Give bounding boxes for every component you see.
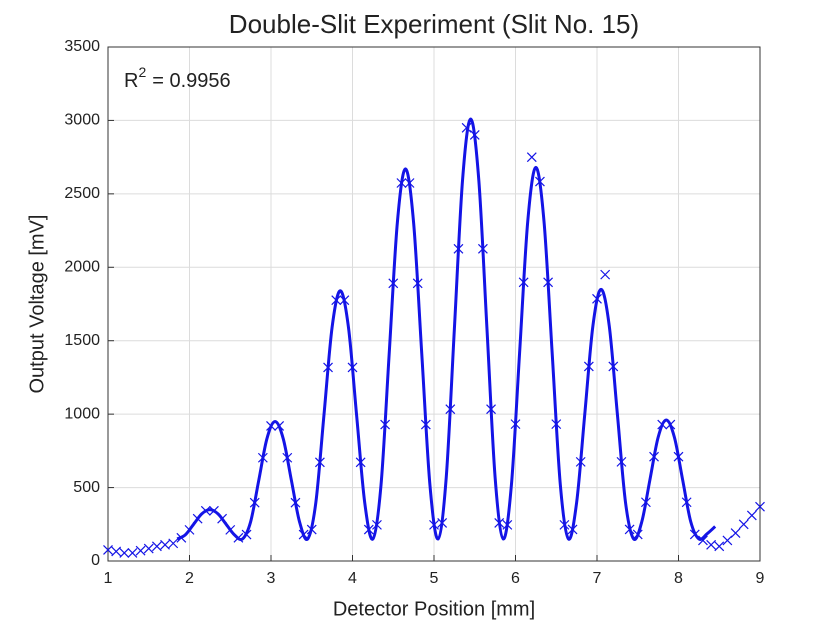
data-point xyxy=(738,519,749,530)
data-point xyxy=(526,152,537,163)
y-tick-label: 1500 xyxy=(64,332,100,349)
annotation: R2 = 0.9956 xyxy=(124,64,231,93)
data-point xyxy=(160,539,170,550)
data-point xyxy=(151,541,162,552)
annotation-symbol: R xyxy=(124,70,138,92)
y-tick-label: 2000 xyxy=(64,259,100,276)
y-tick-label: 500 xyxy=(73,479,100,496)
data-point xyxy=(168,538,179,549)
x-axis-label: Detector Position [mm] xyxy=(333,598,535,620)
y-tick-label: 3000 xyxy=(64,112,100,129)
y-tick-label: 0 xyxy=(91,552,100,569)
data-point xyxy=(730,528,741,539)
annotation-text: = 0.9956 xyxy=(152,70,230,92)
chart-title: Double-Slit Experiment (Slit No. 15) xyxy=(229,9,639,39)
x-tick-label: 9 xyxy=(756,570,765,587)
x-tick-label: 1 xyxy=(104,570,113,587)
data-point xyxy=(143,543,154,554)
x-tick-label: 7 xyxy=(593,570,602,587)
x-tick-label: 2 xyxy=(185,570,194,587)
y-tick-label: 1000 xyxy=(64,405,100,422)
y-tick-label: 3500 xyxy=(64,38,100,55)
data-point xyxy=(119,547,130,558)
data-point xyxy=(714,541,725,552)
data-point xyxy=(698,535,708,546)
x-tick-label: 5 xyxy=(430,570,439,587)
x-tick-label: 8 xyxy=(674,570,683,587)
data-point xyxy=(722,535,733,546)
data-point xyxy=(746,510,757,521)
x-tick-label: 4 xyxy=(348,570,357,587)
data-point xyxy=(127,547,138,558)
data-point xyxy=(706,539,717,550)
data-point xyxy=(755,501,765,512)
data-point xyxy=(135,545,146,556)
x-tick-label: 3 xyxy=(267,570,276,587)
annotation-exponent: 2 xyxy=(138,64,146,80)
y-axis-label: Output Voltage [mV] xyxy=(26,215,48,394)
data-point xyxy=(111,546,122,557)
data-point xyxy=(600,269,611,280)
y-tick-label: 2500 xyxy=(64,185,100,202)
fit-line xyxy=(176,117,717,542)
plot-frame xyxy=(107,46,761,562)
x-tick-label: 6 xyxy=(511,570,520,587)
data-point xyxy=(103,545,113,555)
